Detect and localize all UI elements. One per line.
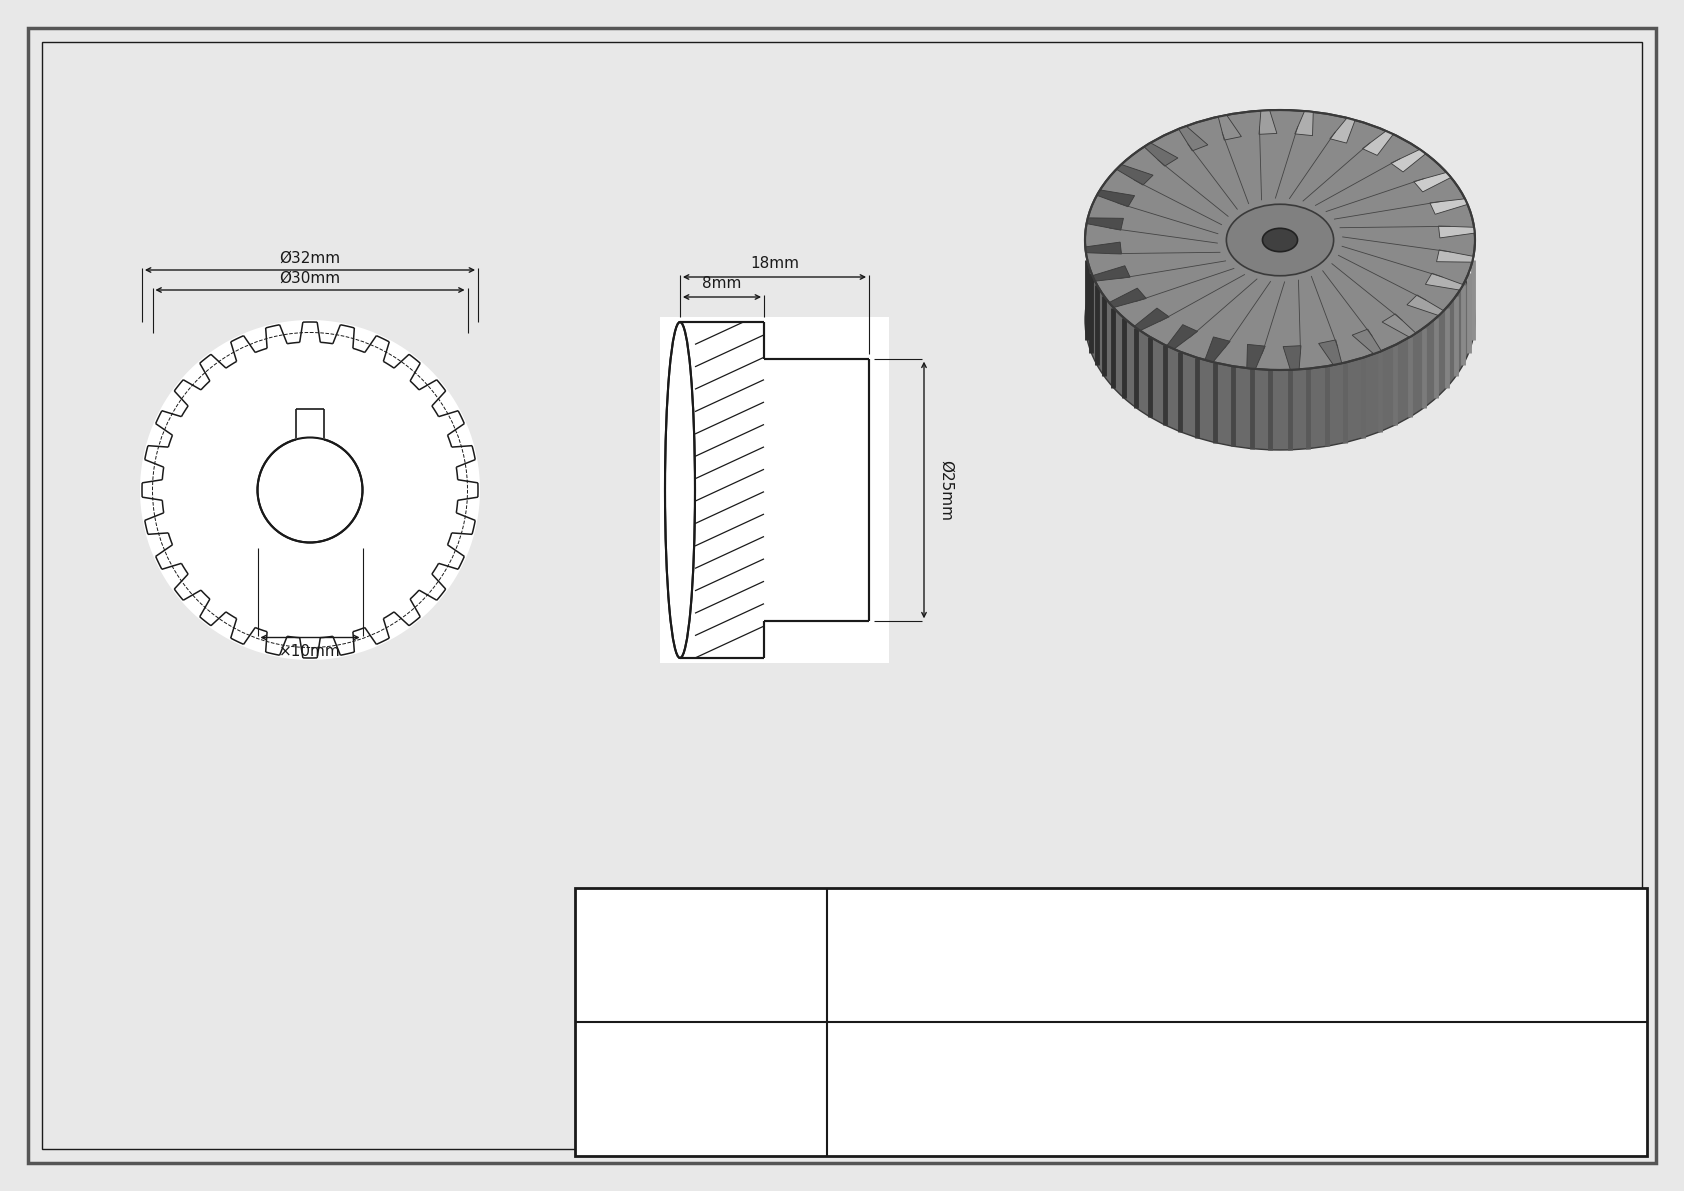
Polygon shape — [1093, 266, 1130, 281]
Circle shape — [258, 437, 362, 542]
Ellipse shape — [665, 322, 695, 657]
Text: ×10mm: ×10mm — [280, 644, 340, 659]
Text: DFJINBHB: DFJINBHB — [1177, 1047, 1297, 1067]
Text: 8mm: 8mm — [702, 275, 741, 291]
Circle shape — [140, 320, 480, 660]
Polygon shape — [1143, 143, 1177, 166]
Text: LILY: LILY — [626, 925, 763, 985]
Text: Ø32mm: Ø32mm — [280, 250, 340, 266]
Polygon shape — [1430, 199, 1467, 214]
Polygon shape — [1135, 308, 1169, 331]
Bar — [765, 358, 869, 622]
Ellipse shape — [1084, 110, 1475, 370]
Polygon shape — [1383, 314, 1416, 337]
Text: Ø25mm: Ø25mm — [938, 460, 953, 520]
Polygon shape — [1204, 337, 1229, 362]
Polygon shape — [1283, 345, 1302, 370]
Polygon shape — [1260, 111, 1276, 135]
Bar — [574, 888, 1647, 1156]
Bar — [296, 409, 325, 442]
Text: Part
Number: Part Number — [667, 1065, 734, 1103]
Polygon shape — [1436, 250, 1474, 262]
Ellipse shape — [1084, 191, 1475, 450]
Polygon shape — [1330, 118, 1356, 143]
Polygon shape — [1413, 173, 1452, 192]
Polygon shape — [1084, 242, 1122, 254]
Text: 18mm: 18mm — [749, 256, 798, 270]
Polygon shape — [1096, 189, 1135, 207]
Polygon shape — [1179, 126, 1207, 151]
Polygon shape — [1246, 344, 1265, 369]
Text: Gears: Gears — [1212, 1099, 1261, 1117]
Polygon shape — [1116, 164, 1154, 185]
Polygon shape — [1438, 226, 1475, 238]
Polygon shape — [1406, 295, 1443, 316]
Polygon shape — [1167, 325, 1197, 349]
Polygon shape — [1319, 339, 1342, 364]
Ellipse shape — [1226, 204, 1334, 276]
Polygon shape — [1218, 116, 1241, 141]
Text: SHANGHAI LILY BEARING LIMITED: SHANGHAI LILY BEARING LIMITED — [1054, 924, 1420, 943]
Polygon shape — [1391, 149, 1426, 172]
Ellipse shape — [1263, 229, 1298, 251]
Polygon shape — [1362, 131, 1393, 155]
Polygon shape — [1110, 288, 1147, 307]
Text: ®: ® — [733, 930, 749, 948]
Text: Email: lilybearing@lily-bearing.com: Email: lilybearing@lily-bearing.com — [1101, 974, 1372, 990]
Bar — [660, 317, 889, 663]
Polygon shape — [1352, 329, 1381, 354]
Text: Ø30mm: Ø30mm — [280, 270, 340, 286]
Polygon shape — [1086, 218, 1123, 230]
Polygon shape — [1295, 111, 1314, 136]
Polygon shape — [1425, 273, 1463, 291]
